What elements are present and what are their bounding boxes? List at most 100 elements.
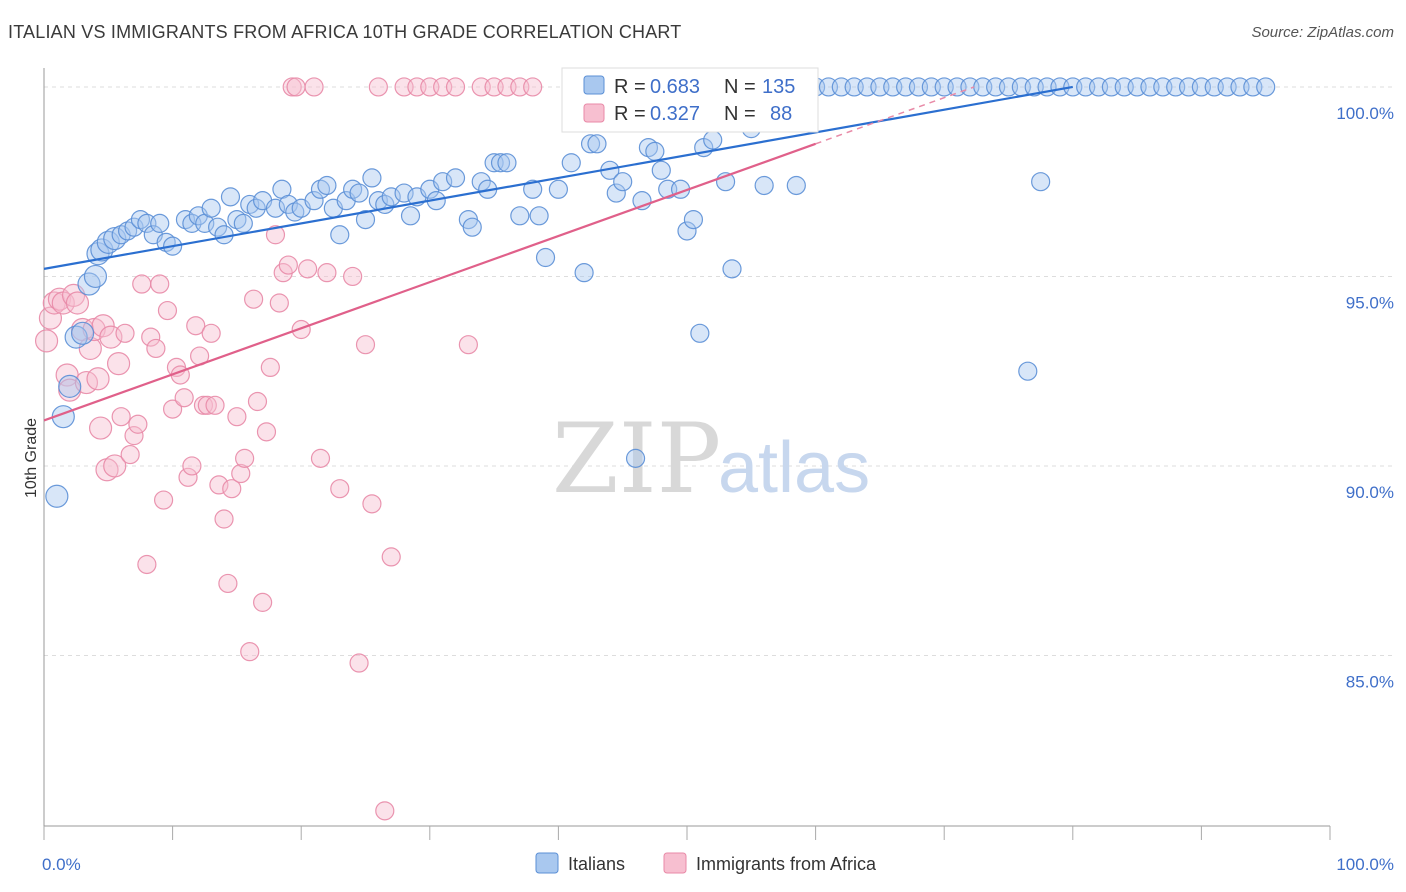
point-immigrants-57	[265, 225, 286, 245]
point-italians-24	[201, 198, 221, 218]
point-italians-77	[625, 448, 646, 468]
point-italians-80	[645, 141, 665, 161]
legend-n-value-1: 135	[762, 76, 795, 98]
point-italians-86	[690, 323, 710, 343]
point-immigrants-60	[278, 255, 298, 275]
point-italians-72	[580, 134, 601, 154]
point-italians-90	[722, 259, 742, 279]
point-immigrants-37	[182, 456, 202, 476]
point-immigrants-49	[231, 463, 251, 484]
legend-n-value-2: 88	[770, 103, 792, 125]
point-italians-84	[677, 221, 697, 241]
point-immigrants-45	[214, 509, 234, 529]
watermark-zip: ZIP	[552, 403, 721, 515]
point-immigrants-14	[88, 416, 113, 440]
y-axis-label: 10th Grade	[23, 418, 40, 498]
point-italians-76	[613, 172, 633, 192]
trend-line-immigrants	[43, 142, 816, 422]
point-immigrants-15	[91, 314, 115, 338]
point-italians-68	[535, 247, 556, 268]
point-italians-96	[786, 175, 806, 196]
point-italians-5	[77, 272, 101, 296]
point-immigrants-74	[375, 801, 395, 821]
point-immigrants-30	[153, 490, 174, 510]
series-legend: Italians Immigrants from Africa	[535, 852, 877, 874]
point-immigrants-21	[115, 323, 135, 343]
point-immigrants-26	[137, 554, 157, 575]
chart-title: ITALIAN VS IMMIGRANTS FROM AFRICA 10TH G…	[8, 22, 682, 42]
gridlines	[44, 86, 1394, 656]
y-tick-label-2: 95.0%	[1346, 293, 1394, 312]
series-italians	[45, 77, 1276, 508]
point-immigrants-28	[146, 338, 166, 359]
point-immigrants-81	[458, 335, 478, 355]
point-italians-88	[703, 130, 723, 150]
point-italians-56	[433, 172, 453, 192]
axes	[43, 68, 1331, 840]
point-immigrants-56	[260, 357, 280, 378]
y-tick-labels: 85.0% 90.0% 95.0% 100.0%	[1336, 104, 1394, 692]
point-immigrants-31	[157, 300, 178, 321]
point-immigrants-50	[235, 448, 255, 468]
point-immigrants-54	[253, 592, 273, 612]
x-tick-label-max: 100.0%	[1336, 855, 1394, 874]
point-immigrants-29	[150, 274, 170, 294]
point-italians-64	[497, 153, 517, 173]
point-italians-31	[246, 198, 266, 218]
point-immigrants-13	[86, 367, 110, 391]
point-immigrants-86	[523, 77, 543, 97]
point-italians-52	[400, 206, 421, 226]
y-tick-label-1: 90.0%	[1346, 483, 1394, 502]
point-italians-40	[317, 175, 337, 196]
point-italians-2	[58, 374, 82, 398]
legend-r-value-1: 0.683	[650, 76, 700, 98]
y-tick-label-0: 85.0%	[1346, 672, 1394, 691]
point-italians-35	[278, 194, 298, 215]
point-immigrants-68	[330, 479, 350, 499]
point-immigrants-22	[120, 444, 140, 465]
legend-swatch-immigrants	[583, 103, 605, 123]
point-italians-134	[1256, 77, 1276, 97]
point-immigrants-52	[244, 289, 264, 309]
point-immigrants-58	[269, 293, 289, 313]
point-italians-65	[510, 206, 530, 226]
point-italians-46	[355, 210, 376, 230]
correlation-legend: R = 0.683 N = 135 R = 0.327 N = 88	[561, 67, 819, 133]
point-italians-13	[124, 217, 144, 237]
legend-n-label-1: N =	[724, 76, 756, 98]
legend-r-value-2: 0.327	[650, 103, 700, 125]
point-immigrants-55	[256, 422, 277, 442]
point-immigrants-1	[38, 306, 63, 330]
point-italians-59	[462, 217, 482, 237]
point-immigrants-35	[174, 388, 194, 408]
point-immigrants-24	[128, 414, 148, 434]
point-immigrants-3	[47, 287, 72, 311]
point-immigrants-62	[286, 77, 306, 97]
point-immigrants-20	[111, 407, 131, 427]
legend-r-label-2: R =	[614, 103, 646, 125]
point-immigrants-32	[163, 399, 183, 419]
point-italians-66	[523, 179, 543, 199]
bottom-legend-swatch-italians	[535, 852, 559, 874]
legend-n-label-2: N =	[724, 103, 756, 125]
point-immigrants-25	[132, 274, 152, 294]
point-italians-69	[548, 179, 569, 199]
point-immigrants-44	[209, 475, 229, 495]
legend-r-label-1: R =	[614, 76, 646, 98]
point-immigrants-36	[178, 467, 198, 487]
point-immigrants-51	[240, 642, 260, 662]
point-italians-17	[150, 213, 170, 233]
point-immigrants-69	[343, 266, 363, 287]
point-italians-42	[330, 225, 350, 245]
point-italians-50	[381, 187, 401, 207]
watermark: ZIP atlas	[552, 403, 870, 515]
legend-box	[561, 67, 819, 133]
point-italians-85	[683, 210, 704, 230]
point-immigrants-46	[218, 573, 238, 594]
point-italians-38	[304, 191, 324, 211]
point-italians-73	[587, 134, 607, 154]
point-italians-33	[265, 198, 286, 218]
point-immigrants-64	[298, 259, 318, 279]
point-immigrants-27	[141, 327, 161, 347]
point-immigrants-65	[304, 77, 324, 97]
